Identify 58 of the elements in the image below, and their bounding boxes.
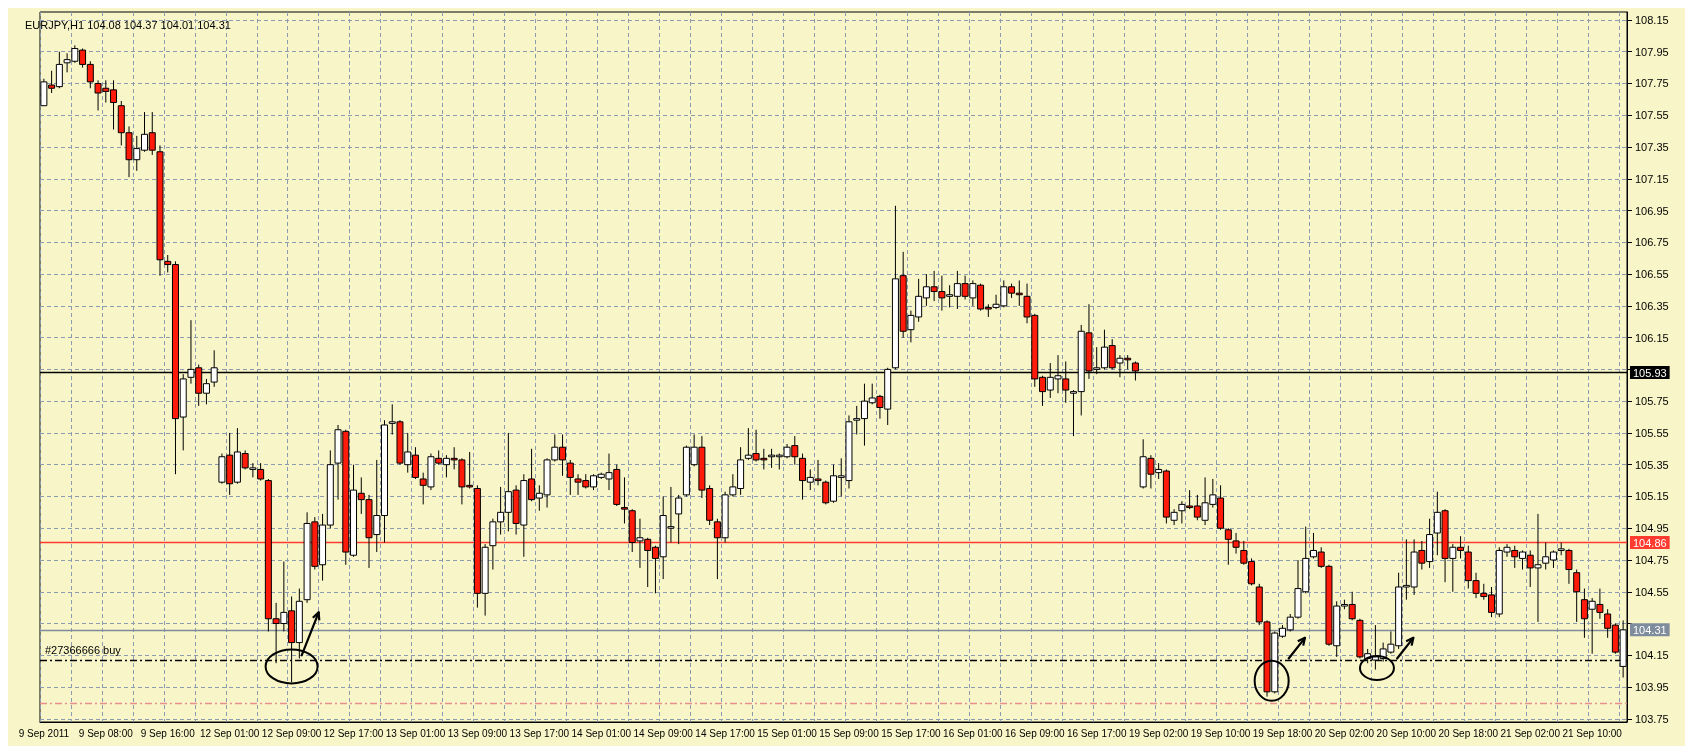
x-tick-label: 16 Sep 01:00: [943, 727, 1004, 739]
x-tick-label: 19 Sep 10:00: [1190, 727, 1251, 739]
x-tick-label: 20 Sep 10:00: [1376, 727, 1437, 739]
y-tick-label: 106.95: [1635, 204, 1669, 217]
candlestick: [566, 459, 574, 496]
candlestick: [1224, 527, 1232, 566]
text: EURJPY,H1 104.08 104.37 104.01 104.31: [25, 18, 231, 31]
x-tick-label: 20 Sep 02:00: [1314, 727, 1375, 739]
x-tick-label: 12 Sep 01:00: [199, 727, 260, 739]
ref-line-label: #27366666 buy: [45, 643, 122, 656]
x-tick-label: 21 Sep 10:00: [1562, 727, 1623, 739]
y-tick-label: 105.55: [1635, 426, 1669, 439]
y-tick-label: 107.35: [1635, 141, 1669, 154]
y-tick-label: 107.75: [1635, 77, 1669, 90]
x-tick-label: 19 Sep 18:00: [1252, 727, 1313, 739]
y-tick-label: 106.75: [1635, 236, 1669, 249]
x-tick-label: 12 Sep 17:00: [323, 727, 384, 739]
y-tick-label: 105.35: [1635, 458, 1669, 471]
y-tick-label: 104.55: [1635, 585, 1669, 598]
y-tick-label: 104.15: [1635, 649, 1669, 662]
candlestick: [675, 494, 683, 545]
y-tick-label: 105.75: [1635, 395, 1669, 408]
y-tick-label: 104.95: [1635, 522, 1669, 535]
y-tick-label: 108.15: [1635, 13, 1669, 26]
y-tick-label: 106.15: [1635, 331, 1669, 344]
x-tick-label: 15 Sep 01:00: [757, 727, 818, 739]
x-tick-label: 15 Sep 17:00: [881, 727, 942, 739]
x-tick-label: 13 Sep 09:00: [447, 727, 508, 739]
y-tick-label: 104.75: [1635, 553, 1669, 566]
y-tick-label: 107.15: [1635, 172, 1669, 185]
y-tick-label: 105.15: [1635, 490, 1669, 503]
x-tick-label: 12 Sep 09:00: [261, 727, 322, 739]
y-tick-label: 106.55: [1635, 268, 1669, 281]
y-tick-label: 107.55: [1635, 109, 1669, 122]
x-tick-label: 20 Sep 18:00: [1438, 727, 1499, 739]
x-tick-label: 13 Sep 17:00: [509, 727, 570, 739]
ref-line-label: 105.93: [1633, 366, 1667, 379]
x-tick-label: 19 Sep 02:00: [1128, 727, 1189, 739]
candlestick: [1232, 532, 1240, 555]
x-tick-label: 14 Sep 09:00: [633, 727, 694, 739]
x-tick-label: 15 Sep 09:00: [819, 727, 880, 739]
ref-line-label: 104.86: [1633, 536, 1667, 549]
y-tick-label: 103.95: [1635, 681, 1669, 694]
ref-line-label: 104.31: [1633, 623, 1667, 636]
x-tick-label: 13 Sep 01:00: [385, 727, 446, 739]
y-tick-label: 107.95: [1635, 45, 1669, 58]
x-tick-label: 14 Sep 01:00: [571, 727, 632, 739]
candlestick: [620, 476, 628, 524]
x-tick-label: 9 Sep 2011: [18, 727, 70, 739]
candlestick: [1573, 569, 1581, 623]
x-tick-label: 16 Sep 17:00: [1066, 727, 1127, 739]
x-tick-label: 21 Sep 02:00: [1500, 727, 1561, 739]
x-tick-label: 16 Sep 09:00: [1005, 727, 1065, 739]
x-tick-label: 9 Sep 16:00: [140, 727, 196, 739]
x-tick-label: 9 Sep 08:00: [78, 727, 134, 739]
y-tick-label: 106.35: [1635, 299, 1669, 312]
y-tick-label: 103.75: [1635, 712, 1669, 725]
x-tick-label: 14 Sep 17:00: [695, 727, 756, 739]
